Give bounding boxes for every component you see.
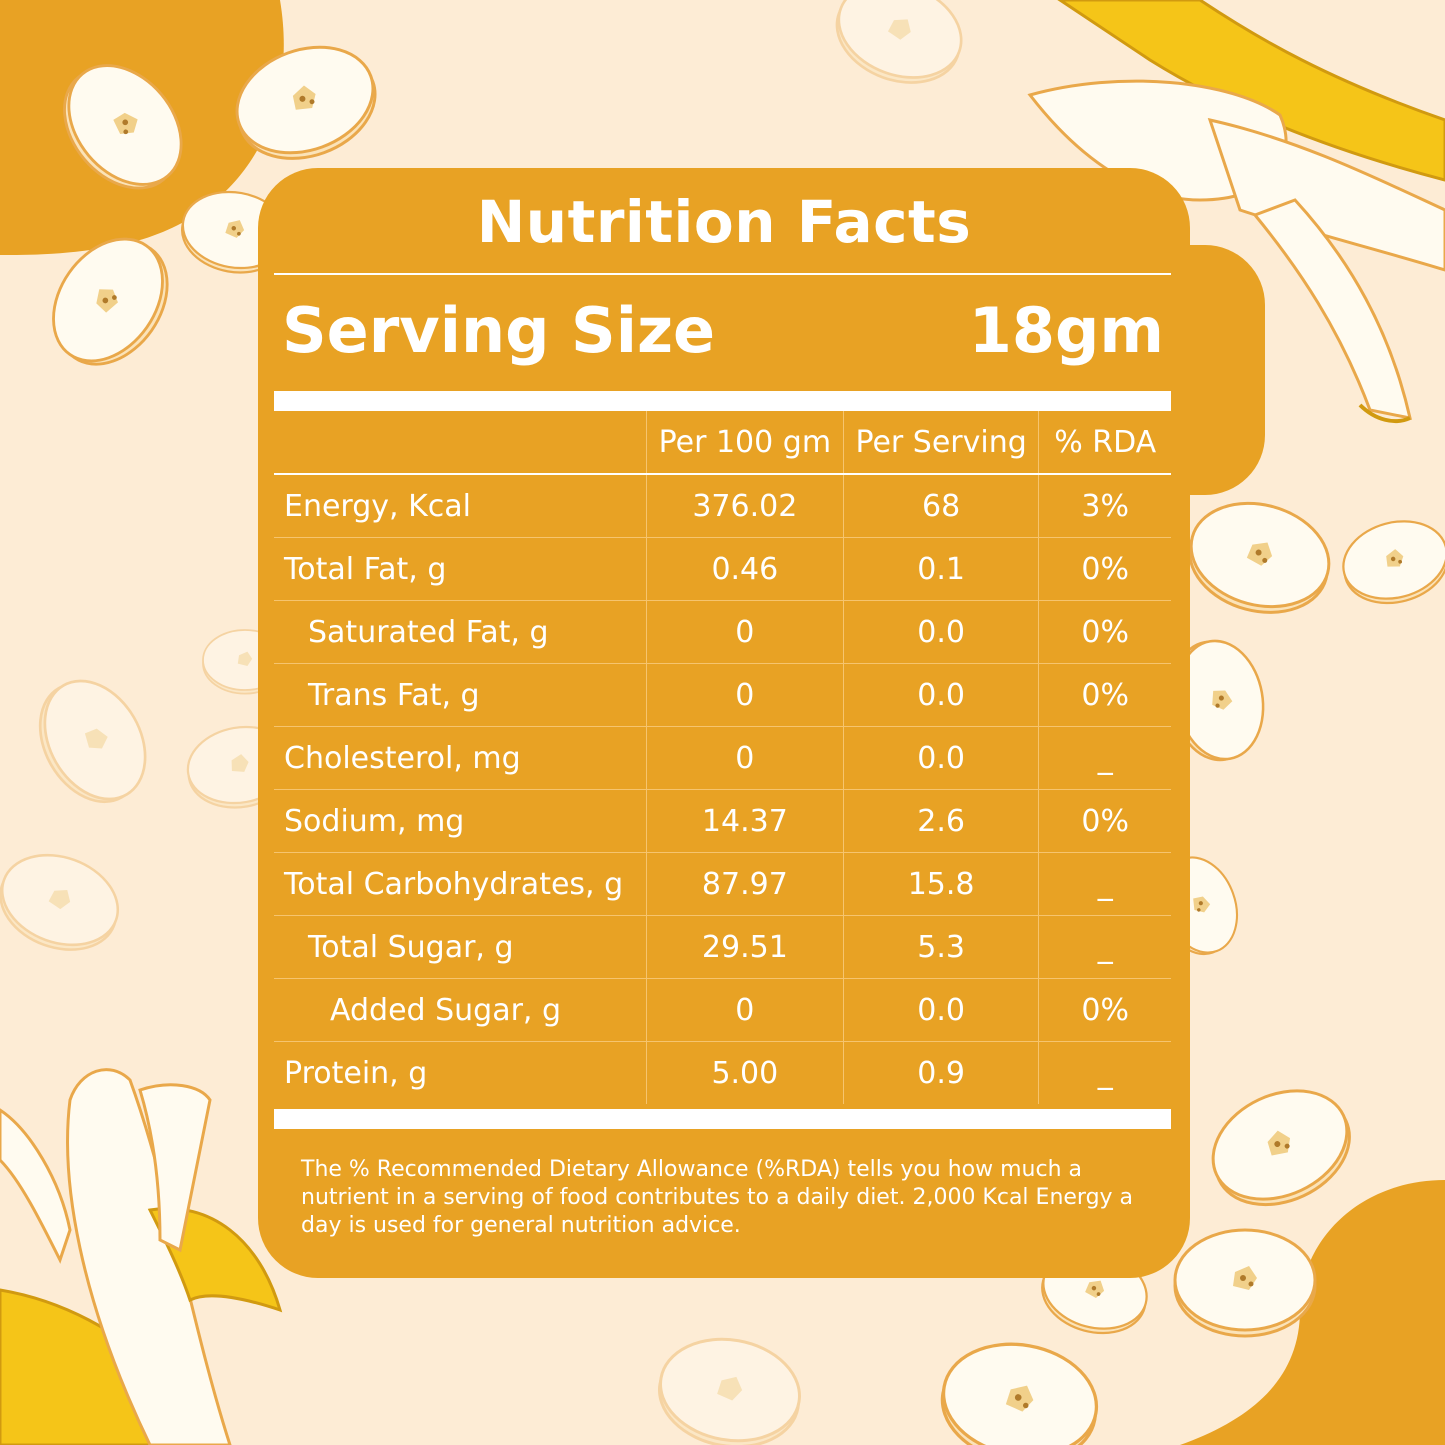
per-100-value: 87.97 [645, 852, 844, 916]
column-header-per-100: Per 100 gm [645, 411, 844, 475]
per-serving-value: 0.0 [842, 726, 1039, 790]
nutrition-table: Per 100 gm Per Serving % RDA Energy, Kca… [274, 411, 1171, 1104]
per-100-value: 0.46 [645, 537, 844, 601]
rda-value: 0% [1038, 978, 1171, 1042]
per-100-value: 0 [645, 726, 844, 790]
peeled-banana-top-right [1027, 0, 1445, 424]
rda-value: 3% [1038, 474, 1171, 538]
column-header [274, 411, 647, 475]
rda-value: 0% [1038, 537, 1171, 601]
page-title: Nutrition Facts [476, 188, 972, 256]
table-row: Protein, g 5.00 0.9 _ [274, 1041, 1171, 1104]
per-serving-value: 5.3 [842, 915, 1039, 979]
rda-value: _ [1038, 1041, 1171, 1104]
table-row: Total Fat, g 0.46 0.1 0% [274, 537, 1171, 601]
rda-value: 0% [1038, 663, 1171, 727]
nutrient-name: Total Carbohydrates, g [274, 852, 647, 916]
serving-size-value: 18gm [968, 294, 1164, 367]
table-row: Added Sugar, g 0 0.0 0% [274, 978, 1171, 1042]
table-bottom-divider [274, 1109, 1171, 1129]
table-header-row: Per 100 gm Per Serving % RDA [274, 411, 1171, 475]
column-header-rda: % RDA [1038, 411, 1171, 475]
nutrient-name: Energy, Kcal [274, 474, 647, 538]
rda-value: _ [1038, 726, 1171, 790]
per-serving-value: 15.8 [842, 852, 1039, 916]
per-serving-value: 0.0 [842, 663, 1039, 727]
serving-size-label: Serving Size [282, 294, 716, 367]
rda-footnote: The % Recommended Dietary Allowance (%RD… [301, 1157, 1134, 1238]
per-100-value: 5.00 [645, 1041, 844, 1104]
table-row: Trans Fat, g 0 0.0 0% [274, 663, 1171, 727]
nutrient-name: Protein, g [284, 1055, 428, 1091]
per-serving-value: 2.6 [842, 789, 1039, 853]
per-serving-value: 0.9 [842, 1041, 1039, 1104]
nutrient-name: Total Fat, g [274, 537, 647, 601]
per-100-value: 29.51 [645, 915, 844, 979]
per-100-value: 0 [645, 978, 844, 1042]
per-serving-value: 0.0 [842, 978, 1039, 1042]
rda-value: 0% [1038, 789, 1171, 853]
table-row: Total Sugar, g 29.51 5.3 _ [274, 915, 1171, 979]
nutrient-name: Total Sugar, g [274, 915, 647, 979]
table-row: Cholesterol, mg 0 0.0 _ [274, 726, 1171, 790]
per-100-value: 0 [645, 663, 844, 727]
per-serving-value: 0.0 [842, 600, 1039, 664]
per-serving-value: 0.1 [842, 537, 1039, 601]
table-row: Energy, Kcal 376.02 68 3% [274, 474, 1171, 538]
table-row: Sodium, mg 14.37 2.6 0% [274, 789, 1171, 853]
rda-value: 0% [1038, 600, 1171, 664]
per-100-value: 14.37 [645, 789, 844, 853]
column-header-per-serving: Per Serving [842, 411, 1039, 475]
nutrient-name: Sodium, mg [274, 789, 647, 853]
table-row: Saturated Fat, g 0 0.0 0% [274, 600, 1171, 664]
rda-value: _ [1038, 852, 1171, 916]
nutrient-name: Saturated Fat, g [274, 600, 647, 664]
per-100-value: 376.02 [645, 474, 844, 538]
per-100-value: 0 [645, 600, 844, 664]
nutrient-name: Trans Fat, g [274, 663, 647, 727]
title-divider [274, 273, 1171, 275]
table-row: Total Carbohydrates, g 87.97 15.8 _ [274, 852, 1171, 916]
serving-divider [274, 391, 1171, 411]
nutrient-name: Cholesterol, mg [274, 726, 647, 790]
per-serving-value: 68 [842, 474, 1039, 538]
nutrient-name: Added Sugar, g [274, 978, 647, 1042]
peeled-banana-bottom-left [0, 1068, 283, 1445]
rda-value: _ [1038, 915, 1171, 979]
